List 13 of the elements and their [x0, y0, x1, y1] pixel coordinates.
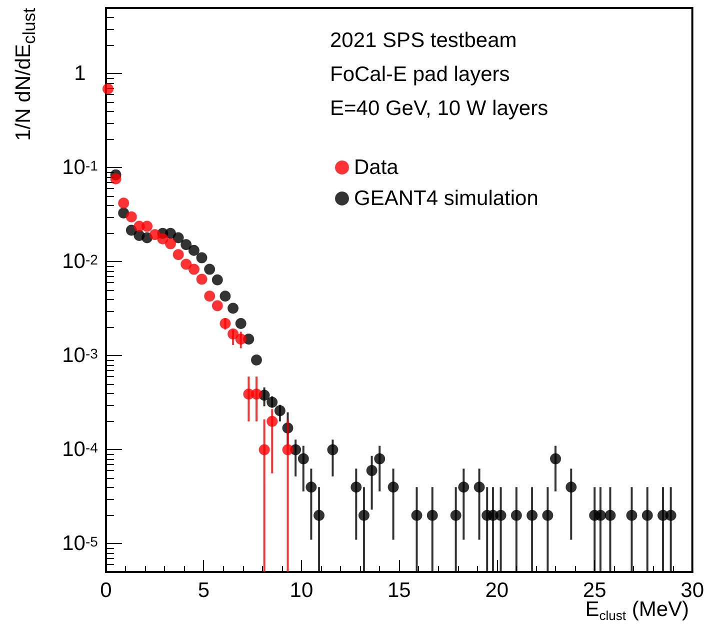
legend-label: Data [354, 156, 399, 179]
x-tick-label: 30 [680, 579, 704, 602]
x-tick-label: 10 [290, 579, 314, 602]
annotation: 2021 SPS testbeam [330, 29, 517, 52]
annotation: FoCal-E pad layers [330, 63, 510, 86]
x-tick-label: 5 [198, 579, 210, 602]
y-tick-label: 1 [74, 62, 86, 86]
legend-label: GEANT4 simulation [354, 187, 538, 210]
annotation: E=40 GeV, 10 W layers [330, 97, 548, 120]
x-tick-label: 25 [582, 579, 606, 602]
x-tick-label: 20 [485, 579, 509, 602]
x-tick-label: 0 [100, 579, 112, 602]
x-tick-label: 15 [387, 579, 411, 602]
